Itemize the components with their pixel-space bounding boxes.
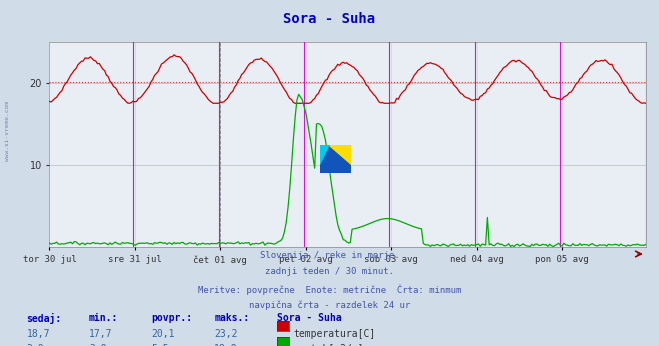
Text: Slovenija / reke in morje.: Slovenija / reke in morje. [260, 251, 399, 260]
Text: povpr.:: povpr.: [152, 313, 192, 323]
Text: 18,8: 18,8 [214, 344, 238, 346]
Polygon shape [320, 145, 329, 164]
Text: 17,7: 17,7 [89, 329, 113, 339]
Text: 23,2: 23,2 [214, 329, 238, 339]
Text: 3,9: 3,9 [26, 344, 44, 346]
Polygon shape [329, 145, 351, 164]
Text: Sora - Suha: Sora - Suha [283, 12, 376, 26]
Text: temperatura[C]: temperatura[C] [293, 329, 376, 339]
Text: 20,1: 20,1 [152, 329, 175, 339]
Polygon shape [320, 145, 351, 173]
Text: Sora - Suha: Sora - Suha [277, 313, 341, 323]
Text: sedaj:: sedaj: [26, 313, 61, 324]
Text: maks.:: maks.: [214, 313, 249, 323]
Text: pretok[m3/s]: pretok[m3/s] [293, 344, 364, 346]
Text: min.:: min.: [89, 313, 119, 323]
Text: www.si-vreme.com: www.si-vreme.com [5, 101, 11, 162]
Text: 3,9: 3,9 [89, 344, 107, 346]
Text: 5,5: 5,5 [152, 344, 169, 346]
Text: Meritve: povprečne  Enote: metrične  Črta: minmum: Meritve: povprečne Enote: metrične Črta:… [198, 284, 461, 294]
Text: navpična črta - razdelek 24 ur: navpična črta - razdelek 24 ur [249, 301, 410, 310]
Text: 18,7: 18,7 [26, 329, 50, 339]
Text: zadnji teden / 30 minut.: zadnji teden / 30 minut. [265, 267, 394, 276]
